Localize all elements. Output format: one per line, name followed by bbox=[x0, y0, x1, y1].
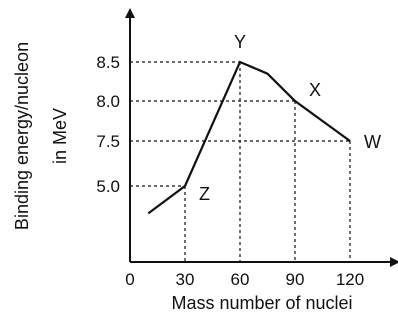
y-tick-label-7-5: 7.5 bbox=[96, 132, 120, 151]
guide-lines bbox=[130, 61, 351, 262]
y-tick-label-5: 5.0 bbox=[96, 177, 120, 196]
x-tick-label-120: 120 bbox=[336, 270, 364, 289]
y-axis-title: Binding energy/nucleon in MeV bbox=[12, 42, 70, 230]
point-labels: Z Y X W bbox=[199, 32, 381, 204]
x-tick-label-0: 0 bbox=[125, 270, 134, 289]
y-tick-label-8-5: 8.5 bbox=[96, 53, 120, 72]
x-tick-labels: 0 30 60 90 120 bbox=[125, 270, 364, 289]
point-label-w: W bbox=[364, 132, 381, 152]
y-tick-labels: 5.0 7.5 8.0 8.5 bbox=[96, 53, 120, 196]
y-axis-title-line-1: Binding energy/nucleon bbox=[12, 42, 32, 230]
point-label-z: Z bbox=[199, 184, 210, 204]
binding-energy-curve bbox=[147, 60, 351, 215]
x-tick-label-60: 60 bbox=[231, 270, 250, 289]
x-tick-label-30: 30 bbox=[176, 270, 195, 289]
y-axis-title-line-2: in MeV bbox=[50, 108, 70, 164]
point-label-y: Y bbox=[234, 32, 246, 52]
x-tick-label-90: 90 bbox=[286, 270, 305, 289]
y-tick-label-8: 8.0 bbox=[96, 92, 120, 111]
point-label-x: X bbox=[309, 80, 321, 100]
x-axis-title: Mass number of nuclei bbox=[171, 293, 352, 313]
